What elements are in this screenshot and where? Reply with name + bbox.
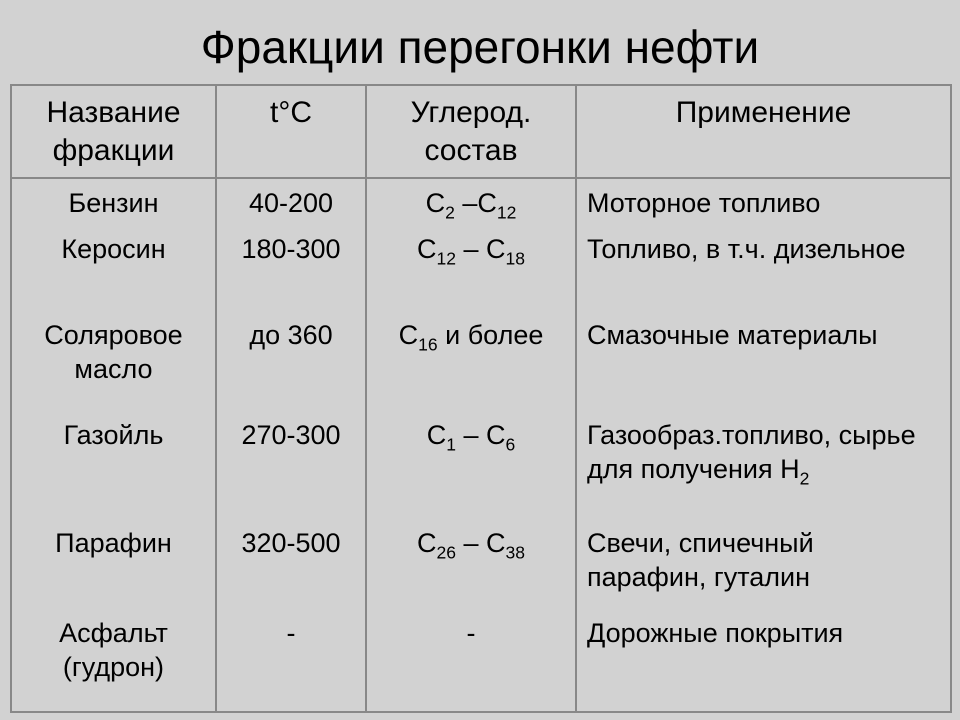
col-header-name: Название фракции — [11, 85, 216, 178]
fraction-composition: C1 – C6 — [377, 419, 565, 521]
fraction-name: Керосин — [22, 233, 205, 313]
fraction-name: Соляровое масло — [22, 319, 205, 413]
fraction-composition: C2 –C12 — [377, 187, 565, 227]
fractions-table: Название фракции t°C Углерод. состав При… — [10, 84, 952, 713]
fraction-name: Парафин — [22, 527, 205, 611]
cell-temps: 40-200 180-300до 360270-300320-500- — [216, 178, 366, 712]
fraction-use: Смазочные материалы — [587, 319, 940, 413]
fraction-temp: - — [227, 617, 355, 697]
fraction-composition: - — [377, 617, 565, 697]
table-body-row: Бензин КеросинСоляровое маслоГазойльПараф… — [11, 178, 951, 712]
table-header-row: Название фракции t°C Углерод. состав При… — [11, 85, 951, 178]
fraction-temp: 40-200 — [227, 187, 355, 227]
fraction-use: Моторное топливо — [587, 187, 940, 227]
fraction-composition: C16 и более — [377, 319, 565, 413]
col-header-comp: Углерод. состав — [366, 85, 576, 178]
col-header-use: Применение — [576, 85, 951, 178]
fraction-name: Газойль — [22, 419, 205, 521]
fraction-name: Бензин — [22, 187, 205, 227]
fraction-temp: 320-500 — [227, 527, 355, 611]
fraction-use: Топливо, в т.ч. дизельное — [587, 233, 940, 313]
fraction-use: Дорожные покрытия — [587, 617, 940, 697]
col-header-temp: t°C — [216, 85, 366, 178]
page-title: Фракции перегонки нефти — [0, 0, 960, 84]
cell-uses: Моторное топливо Топливо, в т.ч. дизельно… — [576, 178, 951, 712]
fraction-temp: 180-300 — [227, 233, 355, 313]
fraction-composition: C26 – C38 — [377, 527, 565, 611]
fraction-name: Асфальт (гудрон) — [22, 617, 205, 697]
fraction-composition: C12 – C18 — [377, 233, 565, 313]
fraction-temp: до 360 — [227, 319, 355, 413]
cell-comps: C2 –C12 C12 – C18C16 и болееC1 – C6C26 – … — [366, 178, 576, 712]
cell-names: Бензин КеросинСоляровое маслоГазойльПараф… — [11, 178, 216, 712]
fraction-use: Газообраз.топливо, сырье для получения H… — [587, 419, 940, 521]
fraction-use: Свечи, спичечный парафин, гуталин — [587, 527, 940, 611]
fraction-temp: 270-300 — [227, 419, 355, 521]
